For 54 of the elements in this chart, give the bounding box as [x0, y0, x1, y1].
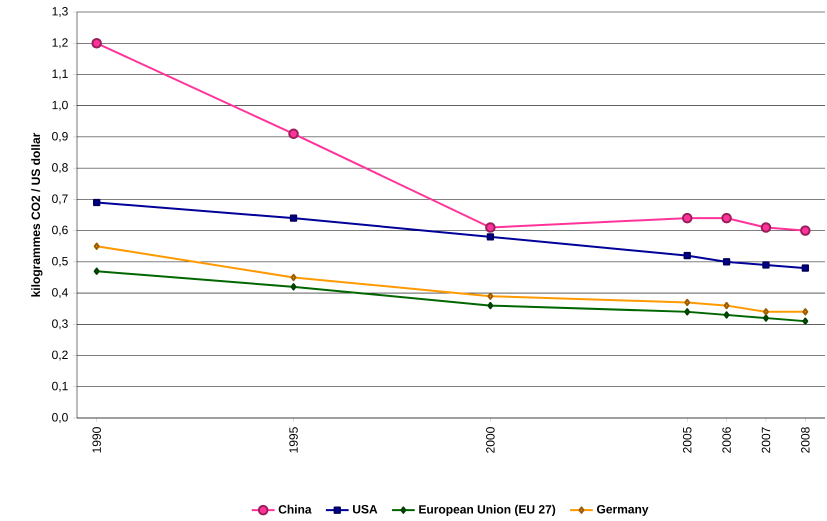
y-tick-label: 0,0	[52, 413, 68, 424]
point	[802, 308, 808, 316]
y-tick-label: 1,2	[52, 38, 68, 48]
x-tick-label: 2005	[682, 427, 692, 453]
y-tick-label: 0,7	[52, 194, 68, 204]
point	[684, 308, 690, 316]
point	[684, 298, 690, 306]
point	[762, 314, 769, 322]
point	[290, 274, 297, 282]
point	[802, 264, 809, 272]
x-tick-label: 1990	[92, 427, 101, 453]
y-tick-label: 1,1	[52, 70, 68, 80]
point	[487, 292, 494, 300]
point	[94, 268, 100, 275]
point	[93, 198, 100, 206]
legend-label: USA	[353, 505, 378, 514]
point	[760, 222, 772, 233]
point	[91, 38, 102, 49]
point	[94, 242, 100, 250]
point	[487, 302, 494, 310]
y-tick-label: 0,9	[52, 132, 68, 142]
x-tick-label: 1995	[289, 427, 298, 453]
point	[762, 261, 770, 269]
y-tick-label: 1,0	[52, 100, 68, 111]
point	[485, 222, 496, 233]
legend-label: European Union (EU 27)	[419, 504, 556, 516]
point	[684, 252, 691, 260]
point	[722, 258, 730, 266]
y-tick-label: 0,6	[52, 226, 68, 236]
y-tick-label: 1,3	[52, 7, 68, 18]
y-tick-label: 0,2	[52, 350, 68, 361]
point	[800, 225, 811, 236]
y-axis-title: kilogrammes CO2 / US dollar	[31, 132, 42, 297]
point	[290, 214, 298, 222]
point	[682, 212, 692, 224]
x-tick-label: 2008	[801, 427, 810, 453]
point	[290, 283, 297, 291]
x-tick-label: 2006	[722, 427, 731, 453]
point	[486, 233, 494, 241]
x-tick-label: 2000	[486, 427, 495, 453]
y-tick-label: 0,1	[52, 382, 68, 392]
x-tick-label: 2007	[762, 427, 770, 453]
point	[288, 128, 299, 140]
point	[802, 318, 808, 325]
y-tick-label: 0,3	[52, 319, 68, 330]
y-tick-label: 0,8	[52, 163, 68, 174]
point	[721, 212, 732, 224]
y-tick-label: 0,5	[52, 256, 68, 267]
point	[724, 311, 730, 319]
legend-label: Germany	[597, 505, 648, 516]
y-tick-label: 0,4	[52, 288, 68, 298]
point	[762, 308, 769, 316]
point	[724, 302, 730, 310]
legend-label: China	[278, 504, 312, 514]
